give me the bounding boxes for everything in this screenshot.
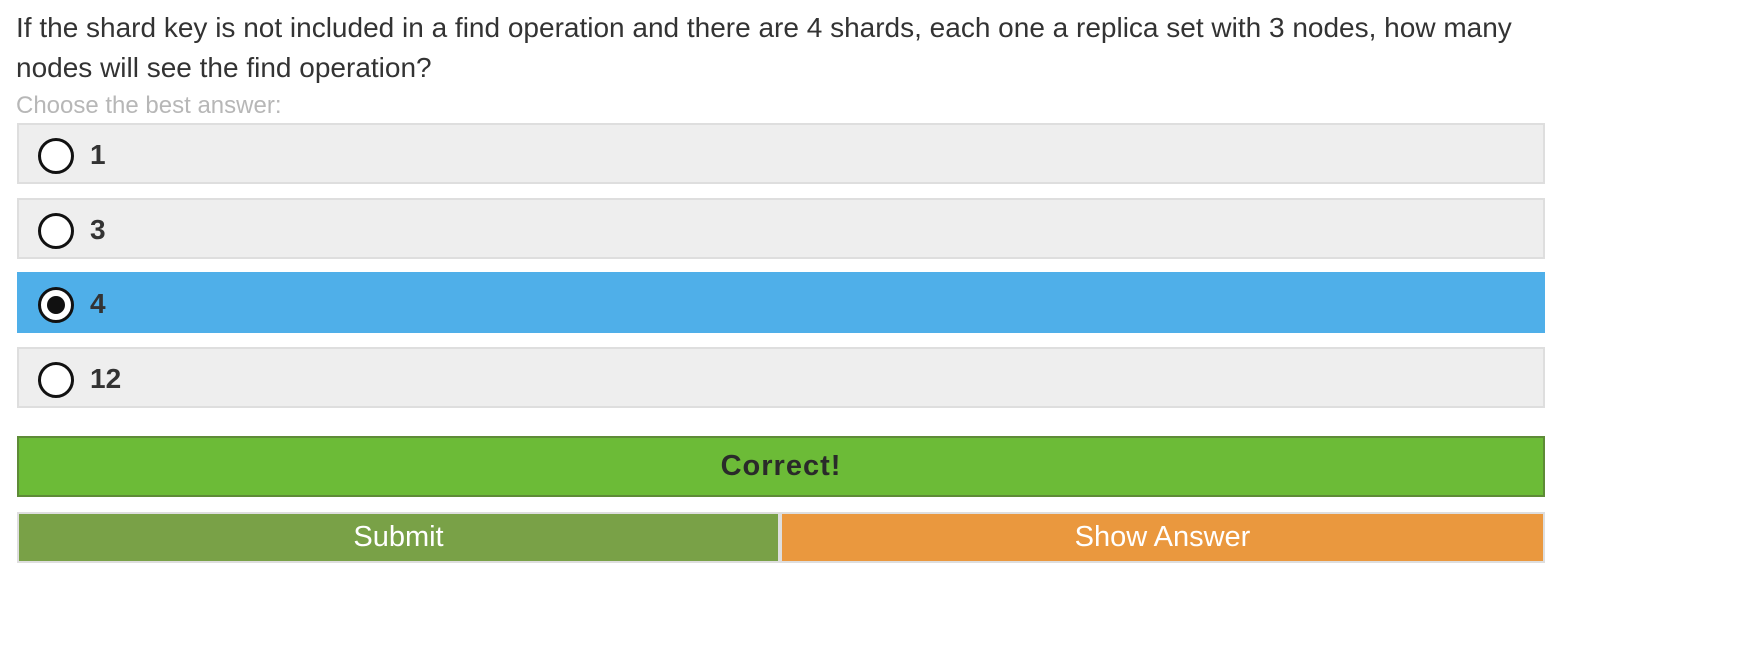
answer-option-2[interactable]: 3 — [17, 198, 1545, 259]
radio-button-icon[interactable] — [38, 287, 74, 323]
show-answer-button[interactable]: Show Answer — [780, 512, 1545, 563]
radio-button-icon[interactable] — [38, 213, 74, 249]
answer-option-label: 12 — [90, 363, 122, 394]
answer-option-label: 4 — [90, 288, 106, 319]
answer-option-4[interactable]: 12 — [17, 347, 1545, 408]
radio-button-icon[interactable] — [38, 362, 74, 398]
answer-instruction: Choose the best answer: — [16, 92, 282, 119]
answer-option-3[interactable]: 4 — [17, 272, 1545, 333]
feedback-banner: Correct! — [17, 436, 1545, 497]
submit-button[interactable]: Submit — [17, 512, 780, 563]
answer-option-1[interactable]: 1 — [17, 123, 1545, 184]
radio-selected-dot-icon — [47, 296, 65, 314]
answer-option-label: 3 — [90, 214, 106, 245]
radio-button-icon[interactable] — [38, 138, 74, 174]
question-text: If the shard key is not included in a fi… — [16, 12, 1512, 83]
answer-option-label: 1 — [90, 139, 106, 170]
feedback-text: Correct! — [720, 450, 842, 482]
